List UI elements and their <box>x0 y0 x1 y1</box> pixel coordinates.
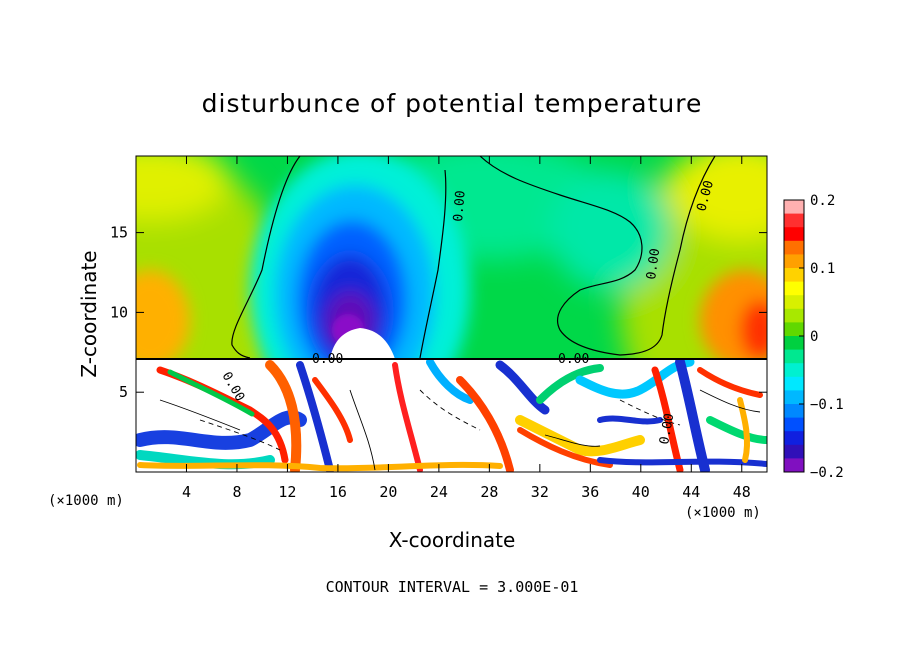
x-tick-label: 24 <box>430 483 448 501</box>
plot-frame <box>135 155 768 473</box>
colorbar-swatch <box>784 431 804 446</box>
y-tick-label: 15 <box>110 224 128 242</box>
x-tick-label: 40 <box>632 483 650 501</box>
colorbar-swatch <box>784 444 804 459</box>
colorbar-swatch <box>784 268 804 283</box>
x-tick-label: 28 <box>480 483 498 501</box>
x-unit-right: (×1000 m) <box>685 505 761 521</box>
colorbar-swatch <box>784 363 804 378</box>
colorbar-tick-label: 0.1 <box>810 261 835 277</box>
x-tick-label: 8 <box>232 483 241 501</box>
colorbar <box>784 200 804 473</box>
colorbar-tick-label: −0.2 <box>810 465 844 481</box>
lower-field <box>136 359 767 472</box>
colorbar-swatch <box>784 227 804 242</box>
colorbar-swatch <box>784 376 804 391</box>
colorbar-tick-label: 0.2 <box>810 193 835 209</box>
colorbar-swatch <box>784 390 804 405</box>
colorbar-tick-label: −0.1 <box>810 397 844 413</box>
colorbar-swatch <box>784 458 804 473</box>
x-unit-left: (×1000 m) <box>48 493 124 509</box>
x-tick-label: 48 <box>733 483 751 501</box>
y-tick-label: 5 <box>119 383 128 401</box>
contour-label: 0.00 <box>312 352 343 367</box>
colorbar-swatch <box>784 281 804 296</box>
x-tick-label: 16 <box>329 483 347 501</box>
x-axis-label: X-coordinate <box>389 528 516 552</box>
colorbar-swatch <box>784 254 804 269</box>
y-axis-label: Z-coordinate <box>77 250 101 377</box>
y-axis: 5 10 15 <box>110 224 767 401</box>
colorbar-swatch <box>784 213 804 228</box>
colorbar-swatch <box>784 295 804 310</box>
colorbar-tick-label: 0 <box>810 329 818 345</box>
colorbar-swatch <box>784 336 804 351</box>
x-tick-label: 32 <box>531 483 549 501</box>
x-axis: 4 8 12 16 20 24 28 32 36 40 44 48 <box>182 156 751 501</box>
colorbar-ticks: 0.2 0.1 0 −0.1 −0.2 <box>799 193 844 481</box>
colorbar-swatch <box>784 349 804 364</box>
contour-label: 0.00 <box>558 352 589 367</box>
x-tick-label: 4 <box>182 483 191 501</box>
contour-interval-note: CONTOUR INTERVAL = 3.000E-01 <box>326 578 579 596</box>
x-tick-label: 20 <box>379 483 397 501</box>
colorbar-swatch <box>784 240 804 255</box>
contour-label: 0.00 <box>657 412 677 445</box>
y-tick-label: 10 <box>110 303 128 321</box>
x-tick-label: 36 <box>581 483 599 501</box>
x-tick-label: 12 <box>278 483 296 501</box>
x-tick-label: 44 <box>682 483 700 501</box>
contour-label: 0.00 <box>451 190 469 223</box>
contour-label: 0.00 <box>644 247 663 280</box>
colorbar-swatch <box>784 322 804 337</box>
chart-title: disturbunce of potential temperature <box>202 89 703 118</box>
colorbar-swatch <box>784 308 804 323</box>
colorbar-swatch <box>784 417 804 432</box>
colorbar-swatch <box>784 200 804 215</box>
upper-field <box>136 156 767 359</box>
colorbar-swatch <box>784 404 804 419</box>
